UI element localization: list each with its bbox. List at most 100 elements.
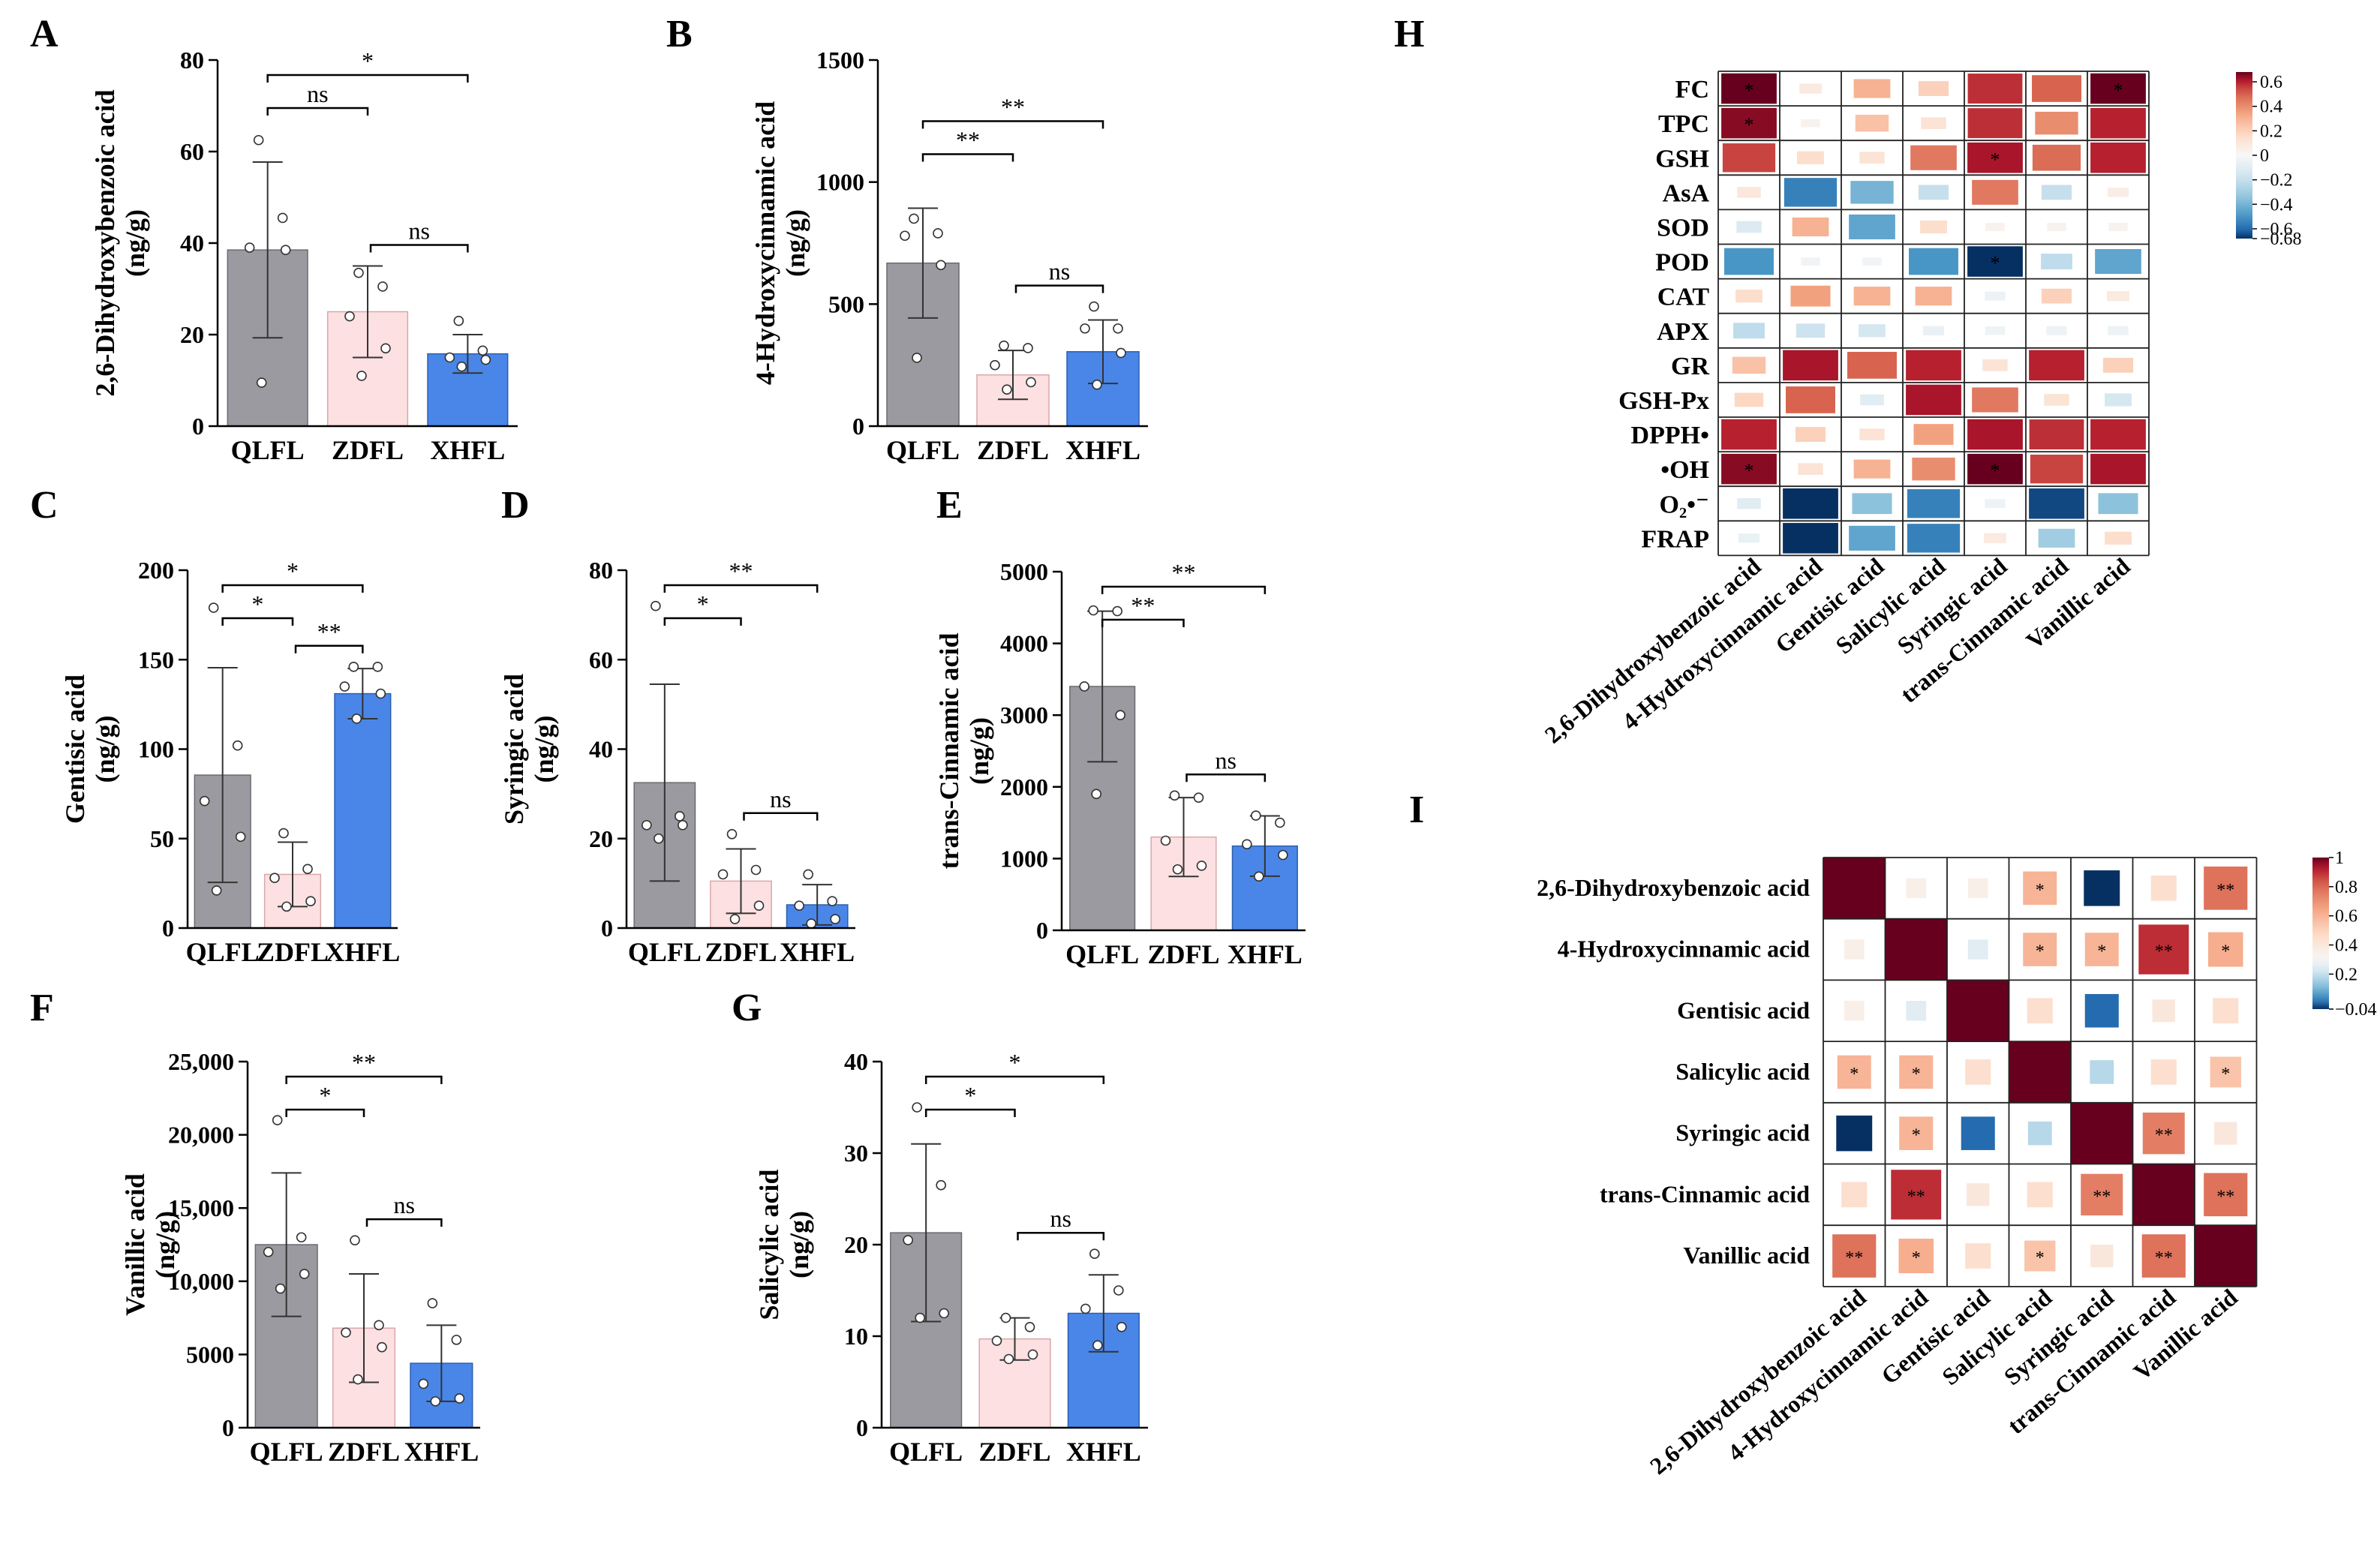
heatmap-cell [2081,1173,2123,1216]
significance-star: ** [2155,1248,2173,1268]
significance-bracket [924,1108,1016,1117]
data-point [806,918,816,929]
y-axis-label-line: Vanillic acid [120,1173,150,1316]
data-point [1080,1303,1091,1314]
y-tick-label: 1000 [1000,845,1048,872]
heatmap-cell [2041,288,2072,304]
significance-bracket [1017,1231,1105,1241]
significance-star: * [1912,1126,1921,1146]
y-tick-label: 0 [222,1414,234,1441]
heatmap-cell [2023,871,2057,906]
significance-label: * [251,590,263,617]
y-tick-label: 40 [589,736,613,763]
data-point [451,1335,462,1345]
row-label: 4-Hydroxycinnamic acid [1558,936,1811,963]
heatmap-cell [1922,326,1945,335]
data-point [263,1246,274,1257]
y-axis-label: Gentisic acid(ng/g) [60,674,120,824]
heatmap-cell [1906,350,1961,381]
heatmap-cell [2204,1173,2248,1217]
significance-star: * [1744,80,1754,101]
data-point [803,869,813,880]
heatmap-panel-I: I 2,6-Dihydroxybenzoic acid 4-Hydroxycinna… [1409,789,2377,1479]
y-tick-label: 0 [1036,917,1048,944]
significance-bracket [221,584,364,593]
significance-label: ** [729,557,753,584]
y-axis-label: 2,6-Dihydroxybenzoic acid(ng/g) [90,89,150,396]
significance-star: * [1850,1065,1859,1084]
data-point [1116,1322,1127,1332]
x-tick-label: XHFL [780,937,855,967]
heatmap-cell [1790,285,1831,307]
y-tick-label: 80 [589,557,613,584]
heatmap-cell [1984,533,2006,544]
significance-label: ** [1131,592,1155,619]
row-label: •OH [1660,456,1709,484]
heatmap-cell [1909,248,1958,275]
data-point [903,1235,913,1245]
x-tick-label: ZDFL [332,435,404,465]
data-point [350,1235,360,1245]
x-tick-label: ZDFL [257,937,329,967]
y-axis-label: 4-Hydroxycinnamic acid(ng/g) [750,101,810,385]
data-point [991,1335,1002,1346]
x-tick-label: QLFL [1065,939,1139,969]
heatmap-cell [1859,324,1886,338]
heatmap-cell [2047,223,2066,231]
panel-label: B [666,13,693,56]
heatmap-cell [1898,1239,1934,1274]
row-label: Gentisic acid [1677,996,1810,1023]
data-point [1079,681,1089,692]
significance-bracket [663,584,819,593]
significance-star: ** [1845,1248,1863,1268]
heatmap-cell [1724,248,1774,275]
data-point [726,828,738,840]
x-tick-label: ZDFL [978,1437,1050,1467]
y-axis-label-line: (ng/g) [90,716,120,783]
data-point [936,1179,946,1191]
heatmap-cell [1918,185,1949,200]
data-point [353,267,364,278]
heatmap-cell [1792,217,1829,237]
data-point [1088,605,1098,616]
data-point [269,873,280,884]
heatmap-cell [1982,359,2008,371]
heatmap-cell [2090,142,2146,173]
y-axis-label-line: (ng/g) [150,1211,180,1278]
y-tick-label: 20,000 [168,1122,234,1149]
y-tick-label: 4000 [1000,630,1048,657]
heatmap-cell [1844,939,1865,960]
row-label: AsA [1663,179,1710,207]
heatmap-cell [1906,1001,1927,1021]
y-tick-label: 1500 [816,47,864,74]
heatmap-cell [1918,81,1949,96]
panel-label: H [1394,13,1424,56]
bar-XHFL [334,692,392,929]
data-point [374,1320,384,1331]
x-tick-label: QLFL [231,435,305,465]
data-point [750,864,762,876]
significance-bracket [365,1218,443,1227]
y-axis-label-line: trans-Cinnamic acid [934,633,964,870]
y-axis-label-line: Syringic acid [499,674,529,825]
data-point [1251,810,1261,821]
y-tick-label: 20 [589,825,613,852]
row-label: CAT [1657,284,1710,311]
data-point [353,1374,363,1385]
data-point [372,661,383,672]
heatmap-cell [2084,933,2119,966]
significance-star: * [1991,460,2000,482]
heatmap-cell [2214,1122,2237,1145]
heatmap-cell [2107,188,2129,197]
y-axis-label-line: 4-Hydroxycinnamic acid [750,101,780,385]
heatmap-cell [1722,143,1776,173]
data-point [654,833,664,844]
heatmap-cell [1732,356,1766,374]
heatmap-cell [1913,424,1954,445]
data-point [1000,1312,1011,1323]
row-label: trans-Cinnamic acid [1600,1180,1810,1207]
bar-panel-F: F Vanillic acid(ng/g) QLFL ZDFL XHFL 0 5000 10,… [30,987,480,1467]
x-tick-label: XHFL [1228,939,1303,969]
panel-label: E [936,484,963,527]
